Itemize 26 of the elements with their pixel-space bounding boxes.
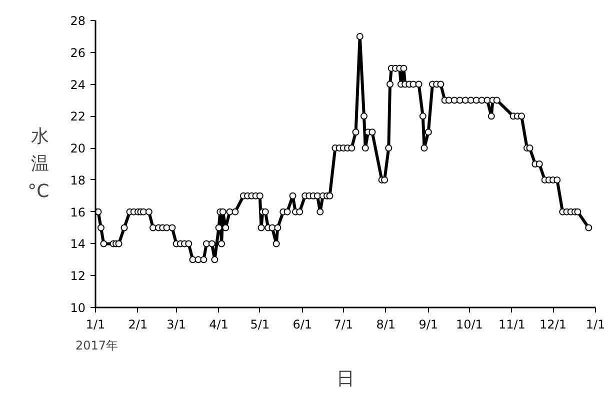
x-tick-label: 4/1 [209,318,228,332]
x-tick-label: 8/1 [376,318,396,332]
x-tick-label: 7/1 [334,318,354,332]
x-tick-label: 3/1 [166,318,186,332]
y-tick-label: 10 [70,301,86,315]
y-tick-label: 22 [70,110,86,124]
y-axis-title: 水温°C [28,126,50,202]
x-tick-label: 1/1 [86,318,106,332]
y-tick-label: 20 [70,142,86,156]
y-tick-label: 18 [70,173,86,188]
y-tick-label: 24 [70,78,86,92]
x-tick-label: 6/1 [292,318,312,332]
text: 2017年 [76,338,118,352]
x-tick-label: 1/1 [586,318,606,332]
x-tick-label: 2/1 [128,318,148,332]
x-tick-label: 9/1 [418,318,438,332]
y-tick-label: 28 [70,14,86,28]
x-tick-label: 10/1 [456,318,483,332]
x-tick-label: 5/1 [250,318,270,332]
x-tick-label: 11/1 [498,318,526,332]
x-axis-title: 日 [336,368,354,390]
y-tick-label: 16 [70,205,86,220]
y-tick-label: 12 [70,269,86,284]
x-tick-label: 12/1 [540,318,567,332]
y-tick-label: 14 [70,237,86,252]
y-tick-label: 26 [70,46,86,60]
